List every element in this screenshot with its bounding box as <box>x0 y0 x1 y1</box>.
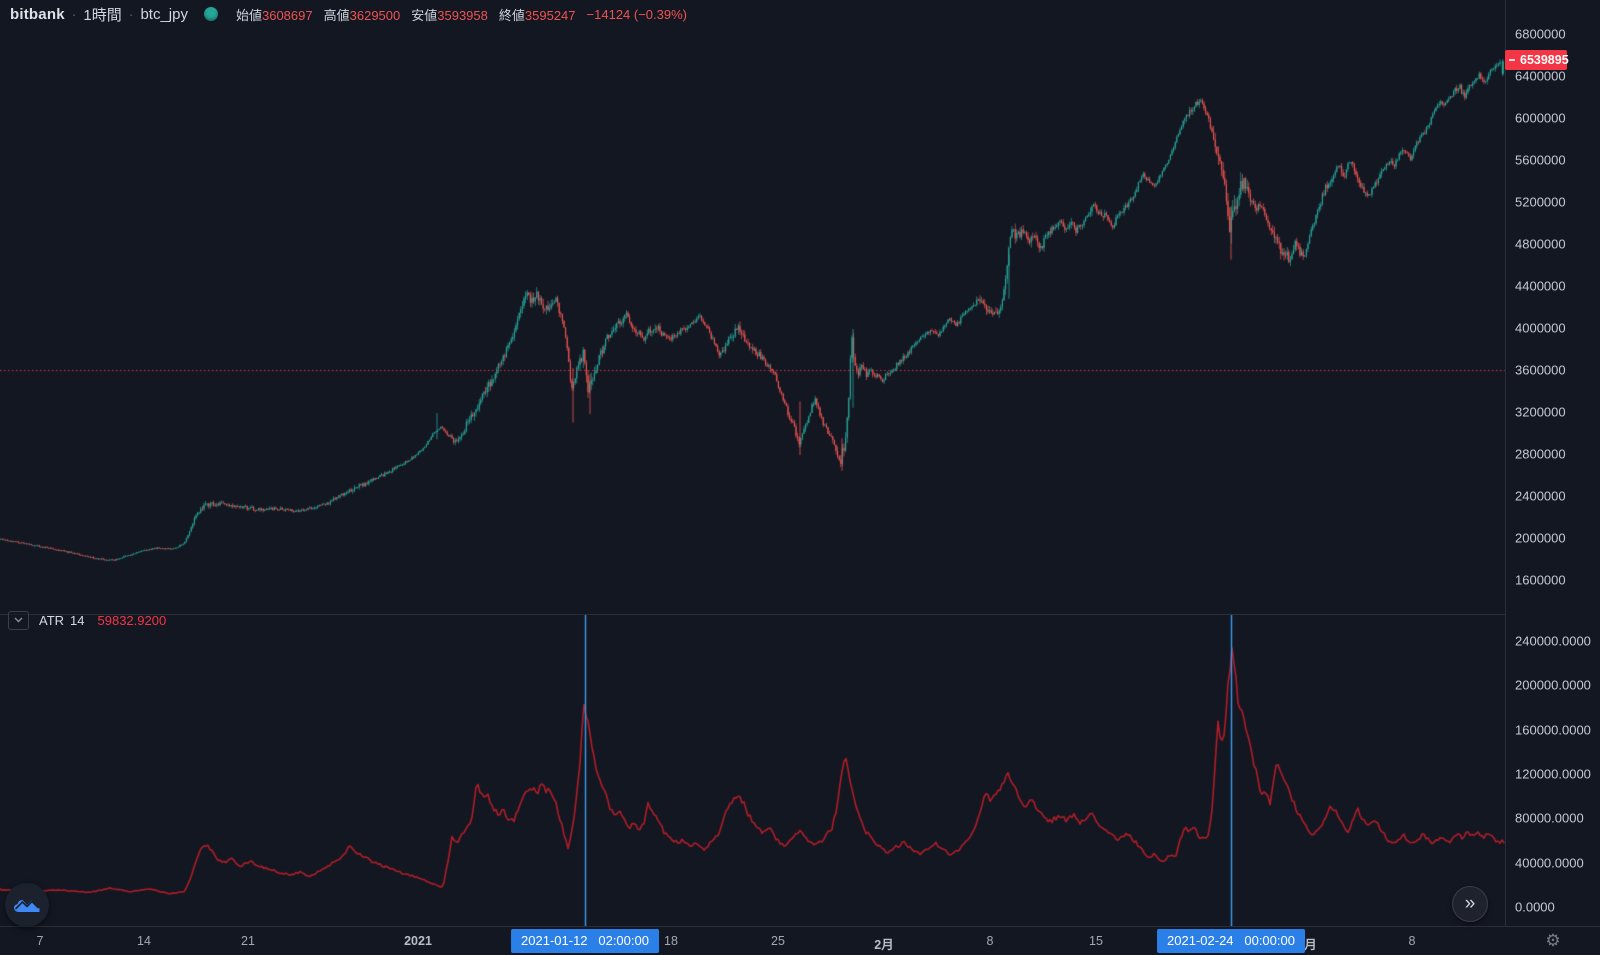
time-axis-label: 8 <box>986 934 994 948</box>
double-chevron-right-icon: » <box>1464 893 1476 914</box>
axis-settings-gear-icon[interactable]: ⚙ <box>1545 931 1561 950</box>
last-price-tag: 6539895 <box>1505 50 1569 70</box>
low-label: 安値 <box>411 7 438 23</box>
high-value: 3629500 <box>349 7 401 23</box>
legend-separator: · <box>71 6 77 22</box>
high-label: 高値 <box>323 7 350 23</box>
time-axis[interactable]: 7 14 21 2021 18 25 2月 8 15 3月 8 2021-01-12 02:00:00… <box>0 926 1600 955</box>
open-label: 始値 <box>235 7 262 23</box>
time-axis-label: 8 <box>1408 934 1416 948</box>
price-axis-label: 2400000 <box>1515 488 1566 504</box>
atr-axis-label: 240000.0000 <box>1515 633 1591 649</box>
indicator-collapse-button[interactable] <box>8 610 29 630</box>
time-axis-label: 21 <box>241 934 255 948</box>
legend-separator: · <box>128 6 134 22</box>
time-marker-label: 2021-01-12 02:00:00 <box>511 929 659 953</box>
price-axis-label: 3600000 <box>1515 362 1566 378</box>
time-axis-label: 25 <box>771 934 785 948</box>
expand-panel-button[interactable]: » <box>1452 886 1488 922</box>
indicator-value: 59832.9200 <box>97 612 167 628</box>
symbol-pair[interactable]: btc_jpy <box>140 5 188 23</box>
close-value: 3595247 <box>524 7 576 23</box>
indicator-period: 14 <box>70 612 85 628</box>
price-axis-label: 5600000 <box>1515 152 1566 168</box>
open-value: 3608697 <box>261 7 313 23</box>
price-axis-label: 3200000 <box>1515 404 1566 420</box>
chevron-down-icon <box>14 617 23 623</box>
last-price-value: 6539895 <box>1520 53 1569 67</box>
tradingview-logo-icon <box>14 900 40 912</box>
price-axis-label: 4400000 <box>1515 278 1566 294</box>
time-axis-label: 18 <box>664 934 678 948</box>
price-tag-dash-icon <box>1509 59 1515 61</box>
price-axis-label: 6400000 <box>1515 68 1566 84</box>
pane-separator[interactable] <box>0 614 1505 615</box>
price-axis-label: 1600000 <box>1515 572 1566 588</box>
symbol-name[interactable]: bitbank <box>10 5 65 23</box>
atr-axis-label: 40000.0000 <box>1515 855 1584 871</box>
atr-axis-label: 0.0000 <box>1515 899 1555 915</box>
ohlc-readout: 始値3608697 高値3629500 安値3593958 終値3595247 … <box>236 5 687 24</box>
close-label: 終値 <box>498 7 525 23</box>
price-axis-label: 4000000 <box>1515 320 1566 336</box>
indicator-legend: ATR 14 59832.9200 <box>8 609 166 631</box>
symbol-logo-dot-icon <box>203 7 218 21</box>
atr-axis-label: 200000.0000 <box>1515 677 1591 693</box>
chart-interval[interactable]: 1時間 <box>83 6 122 24</box>
low-value: 3593958 <box>437 7 488 23</box>
symbol-legend: bitbank · 1時間 · btc_jpy 始値3608697 高値3629… <box>10 3 687 25</box>
atr-axis-label: 160000.0000 <box>1515 722 1591 738</box>
change-value: −14124 (−0.39%) <box>586 6 687 22</box>
time-axis-label: 14 <box>137 934 151 948</box>
price-axis[interactable]: 6800000 6400000 6000000 5600000 5200000 48000… <box>1505 0 1600 926</box>
indicator-name[interactable]: ATR <box>39 612 65 628</box>
time-axis-label: 15 <box>1089 934 1103 948</box>
price-axis-label: 6800000 <box>1515 26 1566 42</box>
time-axis-label: 7 <box>36 934 44 948</box>
time-axis-label: 2月 <box>874 938 894 952</box>
time-marker-label: 2021-02-24 00:00:00 <box>1157 929 1305 953</box>
price-axis-label: 5200000 <box>1515 194 1566 210</box>
atr-axis-label: 120000.0000 <box>1515 766 1591 782</box>
tradingview-logo-button[interactable] <box>5 883 49 927</box>
time-axis-label: 2021 <box>404 934 432 948</box>
atr-axis-label: 80000.0000 <box>1515 810 1584 826</box>
price-axis-label: 6000000 <box>1515 110 1566 126</box>
price-axis-label: 2000000 <box>1515 530 1566 546</box>
price-axis-label: 2800000 <box>1515 446 1566 462</box>
price-axis-label: 4800000 <box>1515 236 1566 252</box>
